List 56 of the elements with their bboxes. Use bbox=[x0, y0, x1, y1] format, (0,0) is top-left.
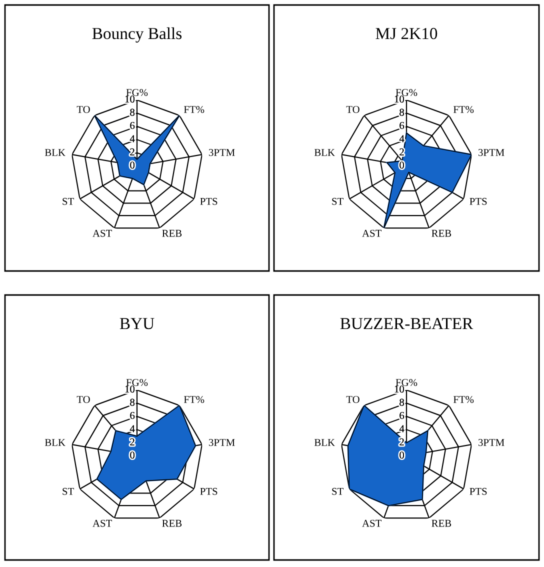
spoke-label: PTS bbox=[200, 198, 218, 205]
y-tick-label: 10 bbox=[125, 386, 135, 393]
y-tick-label: 4 bbox=[399, 425, 404, 432]
chart-title: Bouncy Balls bbox=[92, 27, 182, 43]
spoke-label: FT% bbox=[453, 106, 474, 114]
spoke-label: REB bbox=[432, 520, 452, 527]
spoke-label: 3PTM bbox=[208, 439, 235, 446]
y-tick-label: 2 bbox=[130, 438, 134, 446]
y-tick-label: 2 bbox=[400, 438, 404, 446]
spoke-label: FT% bbox=[184, 396, 204, 404]
y-tick-label: 10 bbox=[394, 386, 404, 393]
spoke-label: PTS bbox=[470, 488, 487, 495]
spoke-label: BLK bbox=[314, 149, 335, 156]
spoke-label: AST bbox=[362, 520, 382, 527]
spoke-label: FG% bbox=[396, 88, 418, 96]
y-tick-label: 4 bbox=[399, 135, 404, 142]
spoke-label: FT% bbox=[453, 396, 474, 404]
chart-title: BYU bbox=[120, 318, 154, 330]
spoke-label: TO bbox=[76, 396, 90, 403]
spoke-label: BLK bbox=[44, 149, 66, 156]
spoke-label: ST bbox=[332, 488, 344, 495]
spoke-label: FG% bbox=[396, 378, 418, 386]
chart-title: BUZZER-BEATER bbox=[340, 318, 474, 330]
spoke-label: PTS bbox=[470, 198, 487, 205]
spoke-label: REB bbox=[162, 230, 182, 237]
y-tick-label: 0 bbox=[130, 162, 135, 169]
spoke-label: REB bbox=[432, 230, 452, 237]
spoke-label: FG% bbox=[126, 378, 148, 386]
spoke-label: FT% bbox=[184, 106, 204, 114]
spoke-label: 3PTM bbox=[208, 149, 235, 156]
y-tick-label: 0 bbox=[400, 162, 404, 169]
chart-title: MJ 2K10 bbox=[376, 28, 438, 40]
y-tick-label: 0 bbox=[400, 452, 404, 459]
y-tick-label: 8 bbox=[400, 398, 404, 406]
spoke-label: TO bbox=[346, 396, 360, 403]
spoke-label: BLK bbox=[44, 439, 66, 446]
spoke-label: BLK bbox=[314, 439, 335, 446]
spoke-label: AST bbox=[92, 520, 112, 527]
spoke-label: 3PTM bbox=[478, 439, 504, 446]
spoke-label: AST bbox=[362, 230, 382, 237]
y-tick-label: 8 bbox=[400, 108, 404, 116]
spoke-label: PTS bbox=[200, 488, 218, 495]
y-tick-label: 8 bbox=[130, 398, 135, 406]
y-tick-label: 0 bbox=[130, 452, 135, 459]
y-tick-label: 10 bbox=[125, 96, 135, 103]
y-tick-label: 8 bbox=[130, 108, 135, 116]
spoke-label: ST bbox=[62, 198, 74, 205]
spoke-label: TO bbox=[76, 106, 90, 113]
spoke-label: TO bbox=[346, 106, 360, 113]
spoke-label: ST bbox=[332, 198, 344, 205]
spoke-label: FG% bbox=[126, 88, 148, 96]
spoke-label: REB bbox=[162, 520, 182, 527]
spoke-label: 3PTM bbox=[478, 149, 504, 156]
spoke-label: ST bbox=[62, 488, 74, 495]
y-tick-label: 10 bbox=[394, 96, 404, 103]
spoke-label: AST bbox=[92, 230, 112, 237]
